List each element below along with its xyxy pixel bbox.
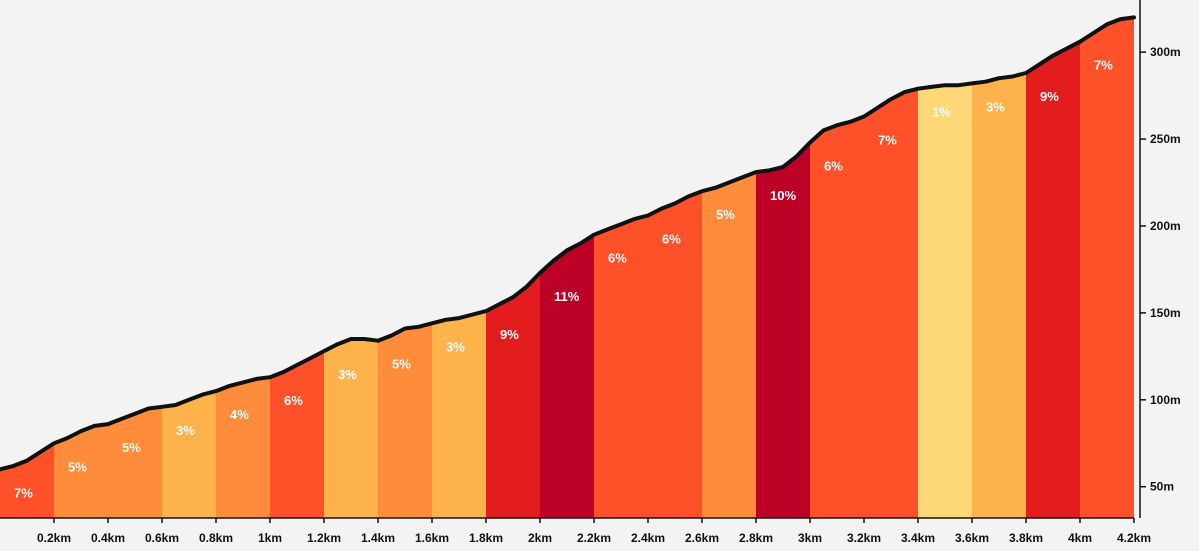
gradient-label-6: 6% [284, 393, 303, 408]
x-tick-label-15: 3km [798, 531, 822, 545]
y-tick-label-4: 200m [1150, 219, 1181, 233]
gradient-label-7: 3% [338, 367, 357, 382]
gradient-segment-19 [972, 17, 1026, 518]
x-tick-label-2: 0.4km [91, 531, 125, 545]
y-tick-label-1: 50m [1150, 480, 1174, 494]
x-tick-label-13: 2.6km [685, 531, 719, 545]
gradient-label-2: 5% [68, 459, 87, 474]
gradient-segment-20 [1026, 17, 1080, 518]
gradient-segment-10 [486, 17, 540, 518]
gradient-segment-6 [270, 17, 324, 518]
gradient-label-19: 3% [986, 99, 1005, 114]
gradient-label-1: 7% [14, 485, 33, 500]
gradient-label-12: 6% [608, 251, 627, 266]
gradient-label-18: 1% [932, 105, 951, 120]
gradient-label-20: 9% [1040, 89, 1059, 104]
gradient-segment-15 [756, 17, 810, 518]
gradient-segment-14 [702, 17, 756, 518]
gradient-segment-21 [1080, 17, 1134, 518]
gradient-segments [0, 17, 1134, 518]
gradient-label-11: 11% [554, 289, 580, 304]
y-axis: 50m 100m 150m 200m 250m 300m [1139, 0, 1181, 518]
gradient-segment-18 [918, 17, 972, 518]
x-tick-label-1: 0.2km [37, 531, 71, 545]
x-tick-label-10: 2km [528, 531, 552, 545]
x-tick-label-7: 1.4km [361, 531, 395, 545]
gradient-label-10: 9% [500, 327, 519, 342]
elevation-profile-line [0, 15, 1136, 472]
x-tick-label-19: 3.8km [1009, 531, 1043, 545]
gradient-label-13: 6% [662, 232, 681, 247]
x-tick-label-16: 3.2km [847, 531, 881, 545]
x-tick-label-20: 4km [1068, 531, 1092, 545]
gradient-label-15: 10% [770, 188, 796, 203]
gradient-labels: 7% 5% 5% 3% 4% 6% 3% 5% 3% 9% 11% 6% 6% 5% 10% 6% 7% 1% 3%… [14, 58, 1113, 501]
y-tick-label-3: 150m [1150, 306, 1181, 320]
x-tick-label-8: 1.6km [415, 531, 449, 545]
y-tick-label-2: 100m [1150, 393, 1181, 407]
x-tick-label-21: 4.2km [1117, 531, 1151, 545]
x-tick-label-12: 2.4km [631, 531, 665, 545]
gradient-label-8: 5% [392, 357, 411, 372]
gradient-label-17: 7% [878, 132, 897, 147]
gradient-segment-11 [540, 17, 594, 518]
gradient-label-3: 5% [122, 440, 141, 455]
gradient-label-21: 7% [1094, 58, 1113, 73]
gradient-segment-13 [648, 17, 702, 518]
gradient-segment-7 [324, 17, 378, 518]
y-tick-label-6: 300m [1150, 45, 1181, 59]
x-tick-label-11: 2.2km [577, 531, 611, 545]
gradient-segment-5 [216, 17, 270, 518]
x-tick-label-17: 3.4km [901, 531, 935, 545]
x-tick-label-6: 1.2km [307, 531, 341, 545]
gradient-segment-1 [0, 17, 54, 518]
x-tick-label-14: 2.8km [739, 531, 773, 545]
gradient-label-16: 6% [824, 159, 843, 174]
x-tick-label-4: 0.8km [199, 531, 233, 545]
x-tick-label-18: 3.6km [955, 531, 989, 545]
gradient-segment-4 [162, 17, 216, 518]
gradient-segment-17 [864, 17, 918, 518]
gradient-label-14: 5% [716, 207, 735, 222]
x-axis: 0.2km 0.4km 0.6km 0.8km 1km 1.2km 1.4km 1.6km 1.… [0, 517, 1151, 545]
gradient-segment-8 [378, 17, 432, 518]
gradient-segment-16 [810, 17, 864, 518]
gradient-label-5: 4% [230, 407, 249, 422]
gradient-label-9: 3% [446, 339, 465, 354]
gradient-label-4: 3% [176, 423, 195, 438]
gradient-segment-9 [432, 17, 486, 518]
y-tick-label-5: 250m [1150, 132, 1181, 146]
x-tick-label-9: 1.8km [469, 531, 503, 545]
x-tick-label-3: 0.6km [145, 531, 179, 545]
x-tick-label-5: 1km [258, 531, 282, 545]
